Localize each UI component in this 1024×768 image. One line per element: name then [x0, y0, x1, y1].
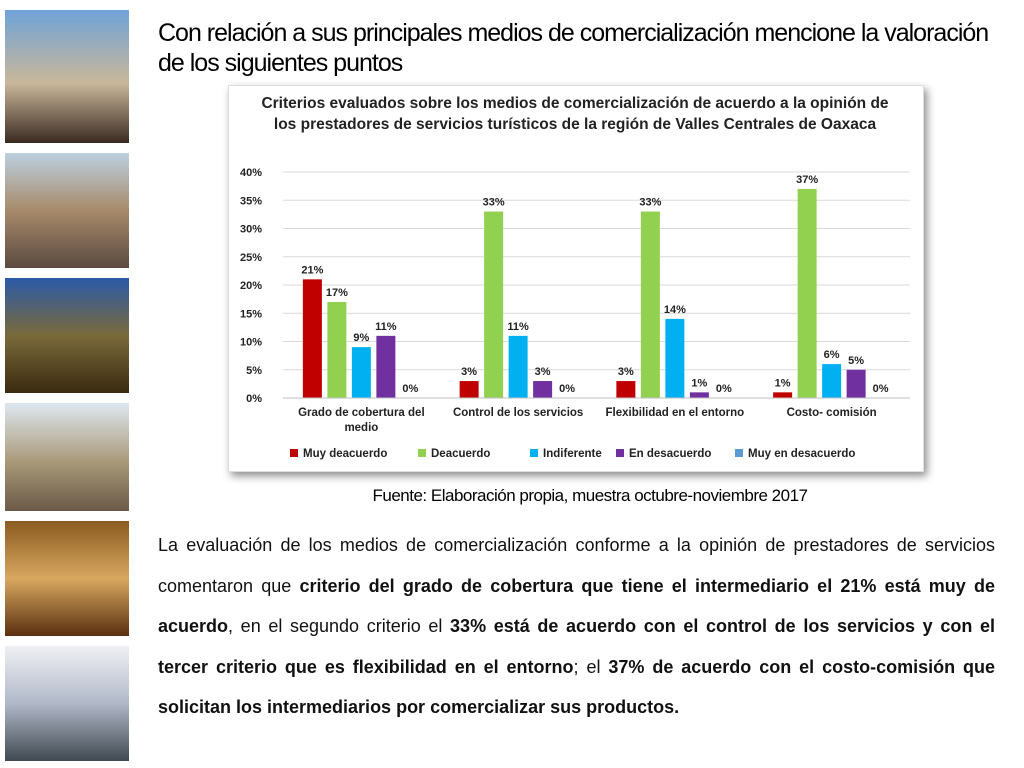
text-run: criterio del grado de cobertura que tien…: [158, 575, 995, 637]
legend-swatch: [290, 449, 298, 457]
data-label: 33%: [483, 197, 505, 209]
y-tick-label: 15%: [240, 308, 262, 320]
bar: [508, 335, 528, 398]
x-tick-label: Control de los servicios: [452, 407, 584, 419]
bar: [302, 279, 322, 398]
data-label: 0%: [873, 383, 889, 395]
bar: [533, 381, 553, 398]
y-tick-label: 25%: [240, 252, 262, 264]
legend-swatch: [530, 449, 538, 457]
legend-swatch: [616, 449, 624, 457]
x-tick-label: Grado de cobertura del medio: [298, 407, 425, 434]
data-label: 14%: [664, 304, 686, 316]
data-label: 3%: [461, 366, 477, 378]
bar: [640, 211, 660, 398]
bar: [351, 347, 371, 398]
data-label: 0%: [402, 383, 418, 395]
bar: [484, 211, 504, 398]
data-label: 17%: [326, 287, 348, 299]
photo: [5, 10, 129, 143]
data-label: 0%: [716, 383, 732, 395]
legend-label: Muy deacuerdo: [303, 448, 387, 460]
data-label: 11%: [375, 321, 397, 333]
y-tick-label: 40%: [240, 167, 262, 179]
x-tick-label: Costo- comisión: [786, 407, 877, 419]
y-tick-label: 10%: [240, 337, 262, 349]
data-label: 3%: [618, 366, 634, 378]
photo: [5, 521, 129, 636]
bar: [822, 364, 842, 398]
slide-title: Con relación a sus principales medios de…: [158, 19, 989, 77]
text-run: 33% está de acuerdo con el control de lo…: [158, 616, 996, 677]
y-tick-label: 30%: [240, 224, 262, 236]
text-run: ; el: [573, 656, 609, 677]
bar: [376, 335, 396, 398]
legend-label: En desacuerdo: [629, 448, 711, 460]
x-tick-label: Flexibilidad en el entorno: [605, 407, 745, 419]
legend-label: Indiferente: [543, 448, 602, 460]
bar: [459, 381, 479, 398]
photo: [5, 278, 129, 393]
y-tick-label: 0%: [246, 393, 262, 405]
text-run: La evaluación de los medios de comercial…: [158, 535, 995, 596]
data-label: 6%: [824, 349, 840, 361]
bar: [689, 392, 709, 398]
data-label: 21%: [301, 264, 323, 276]
source: Fuente: Elaboración propia, muestra octu…: [372, 486, 809, 505]
data-label: 9%: [353, 332, 369, 344]
photo: [5, 153, 129, 268]
legend-swatch: [418, 449, 426, 457]
y-tick-label: 20%: [240, 280, 262, 292]
data-label: 37%: [796, 174, 818, 186]
legend-label: Deacuerdo: [431, 448, 490, 460]
photo: [5, 646, 129, 761]
legend-label: Muy en desacuerdo: [748, 448, 855, 460]
data-label: 1%: [775, 377, 791, 389]
data-label: 5%: [848, 355, 864, 367]
text-run: 37% de acuerdo con el costo-comisión que…: [158, 656, 996, 718]
data-label: 1%: [691, 377, 707, 389]
chart-title: Criterios evaluados sobre los medios de …: [261, 95, 889, 133]
bar: [616, 381, 636, 398]
chart: 0% 5% 10% 15% 20% 25% 30% 35% 40% 21%17% 9% 11% 0% 3%…: [240, 167, 910, 460]
text-run: , en el segundo criterio el: [228, 616, 451, 637]
data-label: 11%: [507, 321, 529, 333]
bar: [846, 369, 866, 398]
bar: [665, 318, 685, 398]
body-text: La evaluación de los medios de comercial…: [158, 525, 995, 728]
bar: [327, 301, 347, 398]
data-label: 0%: [559, 383, 575, 395]
y-tick-label: 5%: [246, 365, 262, 377]
legend-swatch: [735, 449, 743, 457]
bar: [773, 392, 793, 398]
data-label: 33%: [639, 197, 661, 209]
data-label: 3%: [535, 366, 551, 378]
y-tick-label: 35%: [240, 195, 262, 207]
photo: [5, 403, 129, 511]
bar: [797, 188, 817, 398]
